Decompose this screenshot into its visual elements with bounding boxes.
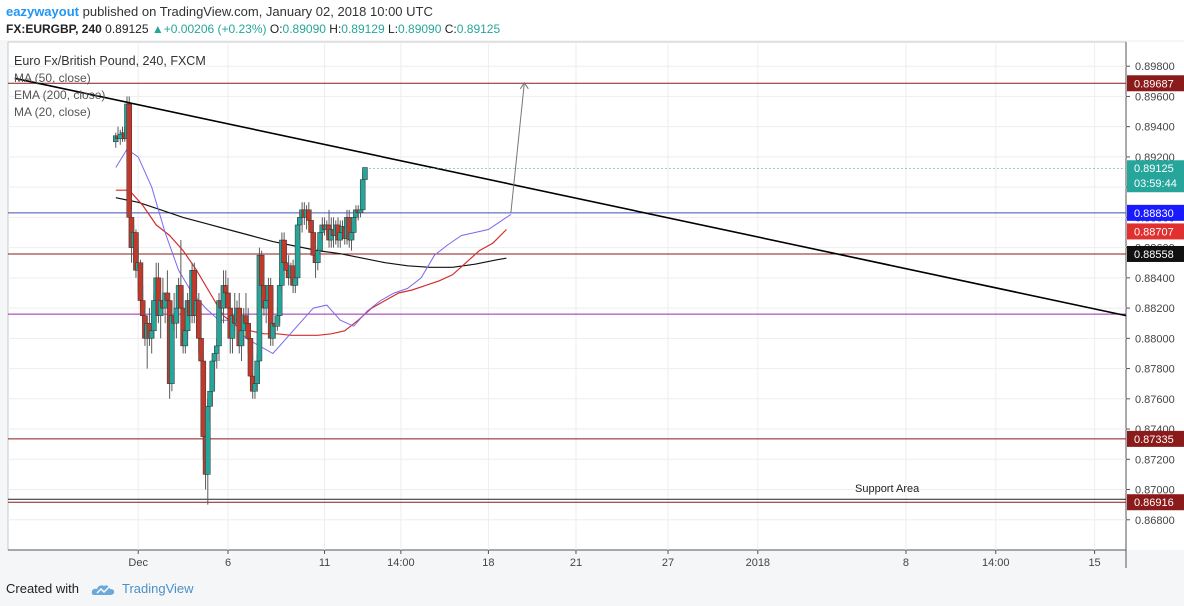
x-tick-label: 2018 bbox=[746, 557, 770, 568]
y-tick-label: 0.87000 bbox=[1135, 485, 1175, 497]
projection-arrow bbox=[510, 82, 525, 213]
y-tick-label: 0.87800 bbox=[1135, 364, 1175, 376]
legend-ma20[interactable]: MA (20, close) bbox=[14, 105, 91, 119]
close-label: C: bbox=[444, 22, 457, 36]
close-value: 0.89125 bbox=[456, 22, 501, 36]
tradingview-cloud-icon[interactable] bbox=[91, 583, 115, 597]
high-value: 0.89129 bbox=[341, 22, 385, 36]
last-price-tag-bg bbox=[1127, 160, 1184, 193]
x-tick-label: 27 bbox=[662, 557, 674, 568]
legend-ma50[interactable]: MA (50, close) bbox=[14, 71, 91, 85]
up-triangle-icon: ▲ bbox=[151, 22, 164, 36]
x-tick-label: 11 bbox=[319, 557, 330, 568]
ma20-line bbox=[115, 148, 512, 355]
price-tag-label: 0.88830 bbox=[1134, 208, 1174, 220]
trendline bbox=[14, 77, 1127, 317]
countdown-label: 03:59:44 bbox=[1134, 178, 1177, 190]
legend-ema200[interactable]: EMA (200, close) bbox=[14, 88, 105, 102]
candle-down bbox=[126, 103, 132, 218]
x-tick-label: 18 bbox=[482, 557, 494, 568]
x-tick-label: 14:00 bbox=[387, 557, 415, 568]
price-tag-label: 0.87335 bbox=[1134, 434, 1174, 446]
support-area-label: Support Area bbox=[855, 483, 920, 495]
price-tag-label: 0.88558 bbox=[1134, 249, 1174, 261]
open-label: O: bbox=[269, 22, 283, 36]
price-tag-bg bbox=[1127, 223, 1184, 240]
ohlc-line: FX:EURGBP, 240 0.89125 ▲+0.00206 (+0.23%… bbox=[6, 22, 500, 36]
chart-area[interactable]: 0.86800 0.87000 0.87200 0.87400 0.87600 0.878… bbox=[0, 40, 1184, 569]
price-tag-label: 0.89687 bbox=[1134, 78, 1174, 90]
x-tick-label: 15 bbox=[1088, 557, 1100, 568]
published-text: published on TradingView.com, January 02… bbox=[82, 4, 433, 19]
created-with-text: Created with bbox=[6, 581, 79, 596]
y-tick-label: 0.87600 bbox=[1135, 394, 1175, 406]
high-label: H: bbox=[329, 22, 342, 36]
candle-up bbox=[362, 167, 368, 180]
x-tick-label: 21 bbox=[570, 557, 582, 568]
author-link[interactable]: eazywayout bbox=[6, 4, 79, 19]
x-tick-label: 8 bbox=[903, 557, 909, 568]
x-tick-label: 6 bbox=[225, 557, 231, 568]
low-label: L: bbox=[388, 22, 399, 36]
price-change: +0.00206 (+0.23%) bbox=[163, 22, 267, 36]
price-chart[interactable]: 0.868000.870000.872000.874000.876000.878… bbox=[0, 40, 1184, 569]
last-price: 0.89125 bbox=[105, 22, 149, 36]
footer-bar: Created with TradingView bbox=[0, 572, 1184, 606]
y-tick-label: 0.89400 bbox=[1135, 122, 1175, 134]
candle-up bbox=[359, 179, 366, 211]
open-value: 0.89090 bbox=[282, 22, 326, 36]
created-with: Created with TradingView bbox=[6, 581, 194, 597]
y-tick-label: 0.89800 bbox=[1135, 61, 1175, 73]
x-tick-label: 14:00 bbox=[982, 557, 1010, 568]
legend-title: Euro Fx/British Pound, 240, FXCM bbox=[14, 54, 206, 68]
price-axis-background bbox=[1126, 42, 1184, 550]
y-tick-label: 0.88000 bbox=[1135, 333, 1175, 345]
y-tick-label: 0.88400 bbox=[1135, 273, 1175, 285]
arrow-head-icon bbox=[519, 81, 529, 90]
price-tag-bg bbox=[1127, 430, 1184, 447]
price-tag-bg bbox=[1127, 494, 1184, 511]
publish-line: eazywayout published on TradingView.com,… bbox=[6, 4, 433, 19]
last-price-tag-label: 0.89125 bbox=[1134, 163, 1174, 175]
y-tick-label: 0.89600 bbox=[1135, 91, 1175, 103]
y-tick-label: 0.86800 bbox=[1135, 515, 1175, 527]
price-tag-label: 0.88707 bbox=[1134, 226, 1174, 238]
price-tag-bg bbox=[1127, 204, 1184, 221]
y-tick-label: 0.88200 bbox=[1135, 303, 1175, 315]
low-value: 0.89090 bbox=[398, 22, 442, 36]
plot-background bbox=[7, 41, 1127, 551]
tradingview-brand-link[interactable]: TradingView bbox=[122, 581, 194, 596]
y-tick-label: 0.87200 bbox=[1135, 454, 1175, 466]
x-tick-label: Dec bbox=[128, 557, 148, 568]
price-tag-bg bbox=[1127, 245, 1184, 262]
header-bar: eazywayout published on TradingView.com,… bbox=[0, 0, 1184, 40]
price-tag-label: 0.86916 bbox=[1134, 497, 1174, 509]
symbol-label: FX:EURGBP, 240 bbox=[6, 22, 102, 36]
price-tag-bg bbox=[1127, 75, 1184, 92]
